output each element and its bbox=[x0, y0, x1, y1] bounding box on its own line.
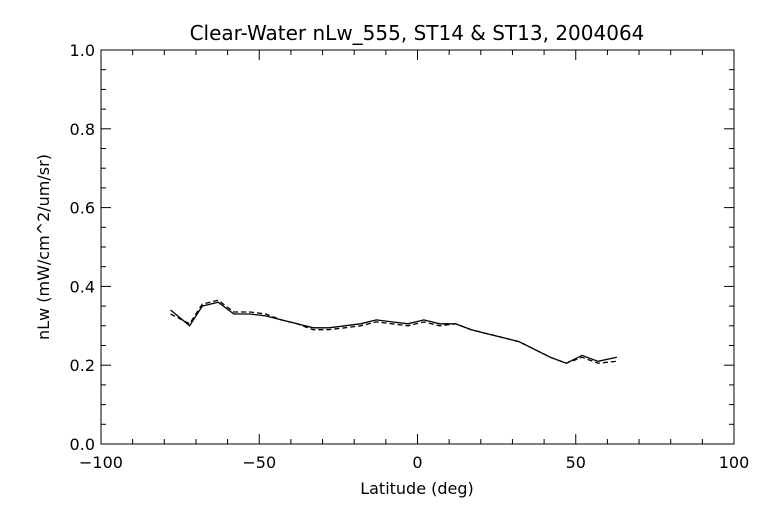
x-tick-label: 100 bbox=[719, 453, 750, 472]
y-tick-label: 1.0 bbox=[70, 41, 95, 60]
axis-ticks: −100 −50 0 50 100 0.0 0.2 0.4 0.6 0.8 1.0 bbox=[70, 41, 750, 472]
y-tick-label: 0.6 bbox=[70, 199, 95, 218]
y-tick-label: 0.2 bbox=[70, 356, 95, 375]
plot-frame bbox=[100, 49, 735, 445]
series-line-dashed bbox=[170, 299, 617, 364]
series-layer bbox=[170, 299, 618, 364]
x-tick-label: −50 bbox=[242, 453, 276, 472]
y-tick-label: 0.0 bbox=[70, 435, 95, 454]
x-tick-label: 50 bbox=[566, 453, 586, 472]
y-tick-label: 0.8 bbox=[70, 120, 95, 139]
x-tick-label: −100 bbox=[79, 453, 123, 472]
x-axis-label: Latitude (deg) bbox=[360, 479, 474, 498]
x-tick-label: 0 bbox=[412, 453, 422, 472]
y-tick-label: 0.4 bbox=[70, 277, 95, 296]
y-axis-label: nLw (mW/cm^2/um/sr) bbox=[34, 154, 53, 340]
chart-title: Clear-Water nLw_555, ST14 & ST13, 200406… bbox=[190, 21, 645, 45]
